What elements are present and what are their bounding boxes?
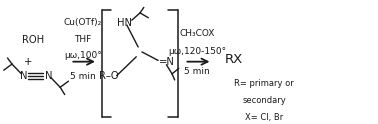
Text: μω,120-150°: μω,120-150° xyxy=(168,47,226,56)
Text: 5 min: 5 min xyxy=(184,67,210,76)
Text: secondary: secondary xyxy=(242,96,286,105)
Text: μω,100°: μω,100° xyxy=(64,51,102,60)
Text: 5 min: 5 min xyxy=(70,72,96,81)
Text: =N: =N xyxy=(159,57,175,67)
Text: N: N xyxy=(45,71,53,81)
Text: ROH: ROH xyxy=(22,35,45,45)
Text: Cu(OTf)₂: Cu(OTf)₂ xyxy=(64,18,102,27)
Text: RX: RX xyxy=(224,53,243,66)
Text: CH₃COX: CH₃COX xyxy=(180,29,215,38)
Text: X= Cl, Br: X= Cl, Br xyxy=(245,113,284,122)
Text: +: + xyxy=(23,57,32,67)
Text: THF: THF xyxy=(74,35,91,44)
Text: N: N xyxy=(20,71,27,81)
Text: R= primary or: R= primary or xyxy=(234,79,294,88)
Text: R–O: R–O xyxy=(99,71,118,81)
Text: HN: HN xyxy=(118,18,132,28)
